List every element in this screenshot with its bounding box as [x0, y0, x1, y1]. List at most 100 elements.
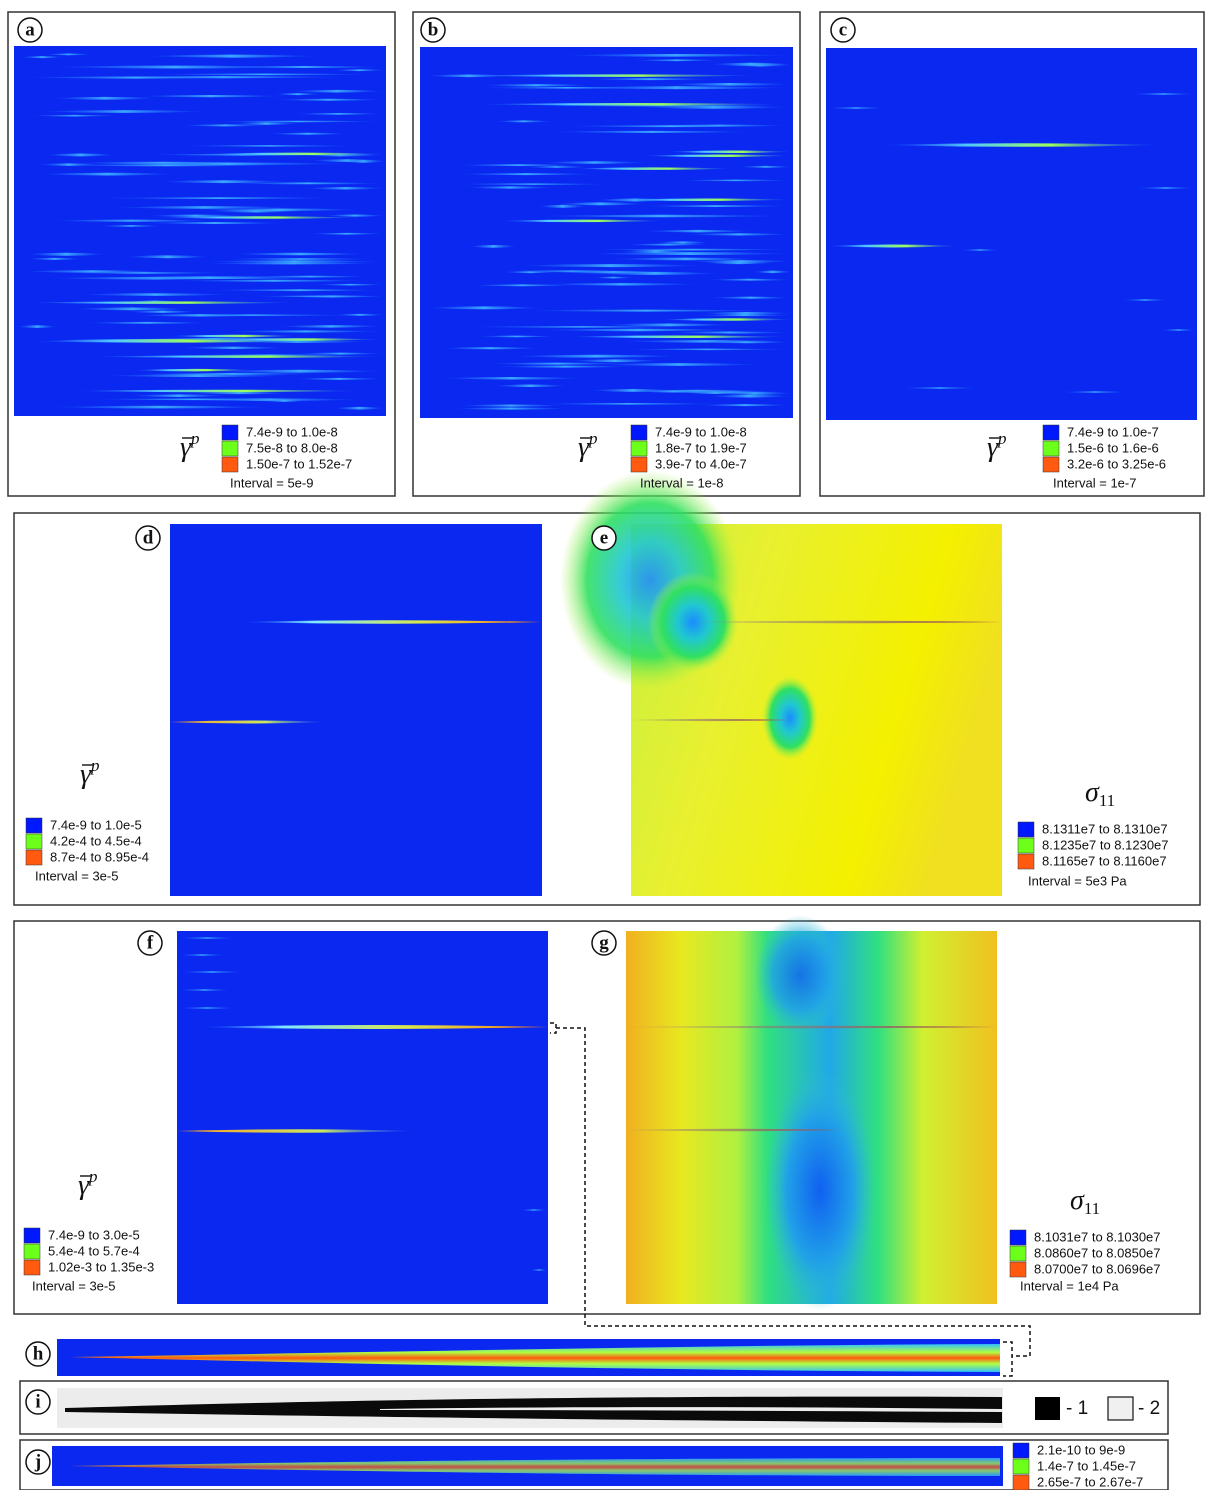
streak	[141, 222, 288, 224]
legend-swatch	[1035, 1397, 1060, 1420]
legend-entry: 3.2e-6 to 3.25e-6	[1067, 456, 1166, 471]
streak	[632, 59, 721, 62]
streak	[594, 363, 764, 366]
streak	[96, 197, 342, 199]
panel-frame	[19, 1380, 1169, 1435]
panel-frame	[819, 11, 1205, 497]
panel-frame	[19, 1439, 1169, 1490]
panel-label: g	[599, 932, 609, 953]
streak	[47, 219, 216, 222]
panel-label: c	[839, 19, 847, 40]
streak	[453, 183, 613, 185]
streak	[677, 179, 793, 182]
panel-frame	[13, 920, 1201, 1315]
legend-swatch	[1017, 837, 1035, 854]
legend-interval: Interval = 1e-7	[1053, 475, 1136, 490]
panel-label-circle	[25, 1449, 51, 1475]
panel-label: a	[25, 19, 35, 40]
streak	[715, 392, 793, 395]
streak	[567, 359, 662, 363]
streak	[465, 186, 556, 189]
legend-swatch	[221, 456, 239, 473]
streak	[469, 244, 518, 248]
streak	[177, 971, 247, 973]
streak	[214, 369, 386, 373]
streak	[477, 102, 786, 106]
legend-swatch	[1042, 440, 1060, 457]
streak	[588, 272, 722, 275]
streak	[47, 65, 301, 69]
streak	[584, 78, 715, 81]
streak	[1130, 93, 1197, 95]
legend-interval: Interval = 5e-9	[230, 475, 313, 490]
field-image	[420, 47, 793, 418]
main-streak	[177, 1129, 420, 1133]
streak	[146, 214, 246, 217]
legend-symbol: γp	[180, 429, 200, 464]
legend-entry: 8.1165e7 to 8.1160e7	[1042, 853, 1167, 868]
symbol-superscript: p	[88, 1167, 98, 1186]
streak	[1120, 299, 1170, 301]
legend-swatch	[1012, 1442, 1030, 1459]
symbol: γ	[180, 432, 192, 463]
streak	[1160, 329, 1197, 331]
legend-swatch	[1009, 1229, 1027, 1246]
streak	[1060, 391, 1130, 393]
panel-label-circle	[420, 17, 446, 43]
stress-zone	[762, 676, 818, 760]
streak	[307, 232, 386, 235]
legend-entry: 7.4e-9 to 1.0e-5	[50, 817, 142, 832]
streak	[532, 402, 724, 405]
streak	[438, 347, 542, 350]
field-image	[177, 931, 548, 1304]
legend-swatch	[1012, 1458, 1030, 1475]
streak	[98, 225, 164, 227]
streak	[514, 264, 706, 268]
streak	[177, 989, 232, 991]
streak	[573, 167, 735, 170]
legend-swatch	[25, 849, 43, 866]
streak	[260, 399, 308, 402]
streak	[585, 252, 793, 256]
symbol: γ	[80, 759, 92, 790]
streak	[705, 394, 793, 398]
symbol: σ	[1085, 777, 1100, 808]
streak	[424, 74, 513, 78]
crack	[631, 718, 790, 722]
streak	[294, 352, 386, 355]
legend-entry: 8.7e-4 to 8.95e-4	[50, 849, 149, 864]
streak	[567, 335, 789, 338]
streak	[223, 258, 377, 260]
streak	[502, 271, 558, 274]
legend-swatch	[1107, 1396, 1134, 1421]
legend-symbol: σ11	[1070, 1185, 1100, 1217]
streak	[248, 275, 373, 278]
streak	[497, 219, 667, 223]
streak	[58, 272, 232, 274]
legend-entry: 7.4e-9 to 1.0e-7	[1067, 424, 1159, 439]
streak	[521, 166, 591, 168]
streak	[592, 276, 634, 279]
legend-swatch	[630, 424, 648, 441]
streak	[71, 389, 365, 393]
streak	[558, 53, 793, 57]
streak	[900, 387, 980, 389]
legend-swatch	[1009, 1245, 1027, 1262]
streak	[132, 368, 257, 372]
streak	[660, 318, 793, 321]
streak	[635, 105, 792, 109]
panel-label: d	[143, 527, 154, 548]
legend-interval: Interval = 1e4 Pa	[1020, 1278, 1119, 1293]
streak	[665, 83, 793, 86]
symbol-superscript: p	[588, 429, 598, 448]
streak	[607, 257, 764, 261]
streak	[708, 62, 793, 66]
legend-entry: 8.0700e7 to 8.0696e7	[1034, 1261, 1161, 1276]
legend-entry: 1.02e-3 to 1.35e-3	[48, 1259, 154, 1274]
symbol: γ	[578, 432, 590, 463]
panel-frame	[7, 11, 396, 497]
streak	[275, 325, 386, 328]
streak	[177, 145, 363, 147]
streak	[826, 107, 886, 109]
